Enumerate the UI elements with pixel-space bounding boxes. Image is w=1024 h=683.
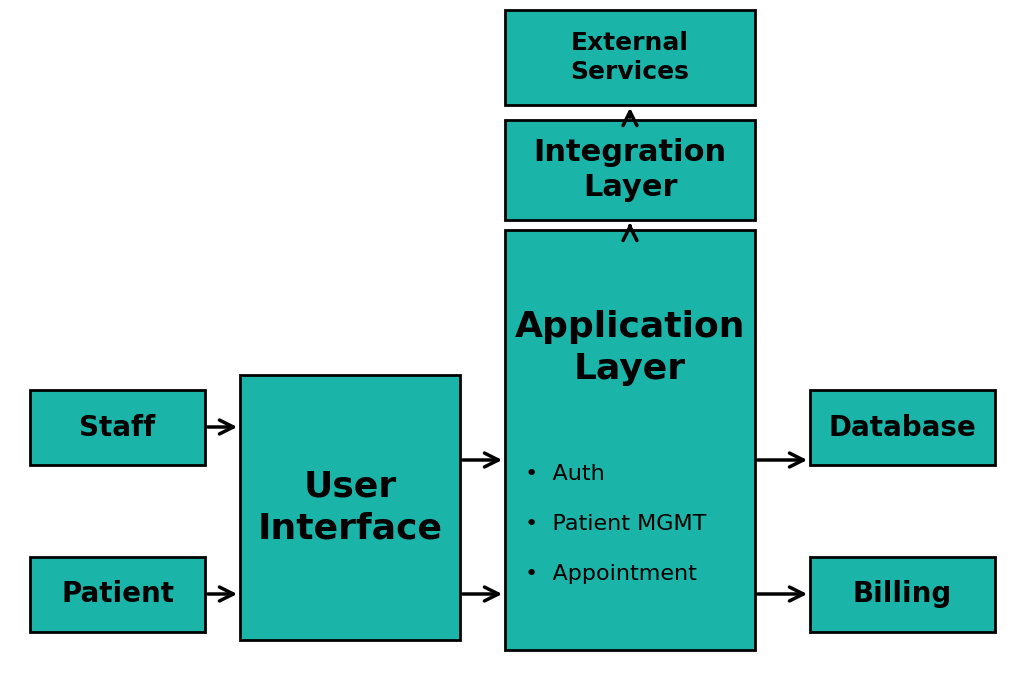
Text: •  Auth: • Auth bbox=[525, 464, 605, 484]
Text: •  Appointment: • Appointment bbox=[525, 564, 697, 585]
FancyBboxPatch shape bbox=[505, 10, 755, 105]
Text: Billing: Billing bbox=[853, 581, 952, 609]
Text: External
Services: External Services bbox=[570, 31, 689, 84]
Text: User
Interface: User Interface bbox=[257, 469, 442, 546]
FancyBboxPatch shape bbox=[505, 230, 755, 650]
FancyBboxPatch shape bbox=[240, 375, 460, 640]
FancyBboxPatch shape bbox=[810, 390, 995, 465]
Text: Database: Database bbox=[828, 413, 976, 441]
FancyBboxPatch shape bbox=[505, 120, 755, 220]
FancyBboxPatch shape bbox=[810, 557, 995, 632]
Text: •  Patient MGMT: • Patient MGMT bbox=[525, 514, 707, 534]
Text: Integration
Layer: Integration Layer bbox=[534, 137, 727, 202]
Text: Patient: Patient bbox=[61, 581, 174, 609]
FancyBboxPatch shape bbox=[30, 390, 205, 465]
Text: Staff: Staff bbox=[80, 413, 156, 441]
Text: Application
Layer: Application Layer bbox=[515, 309, 745, 386]
FancyBboxPatch shape bbox=[30, 557, 205, 632]
